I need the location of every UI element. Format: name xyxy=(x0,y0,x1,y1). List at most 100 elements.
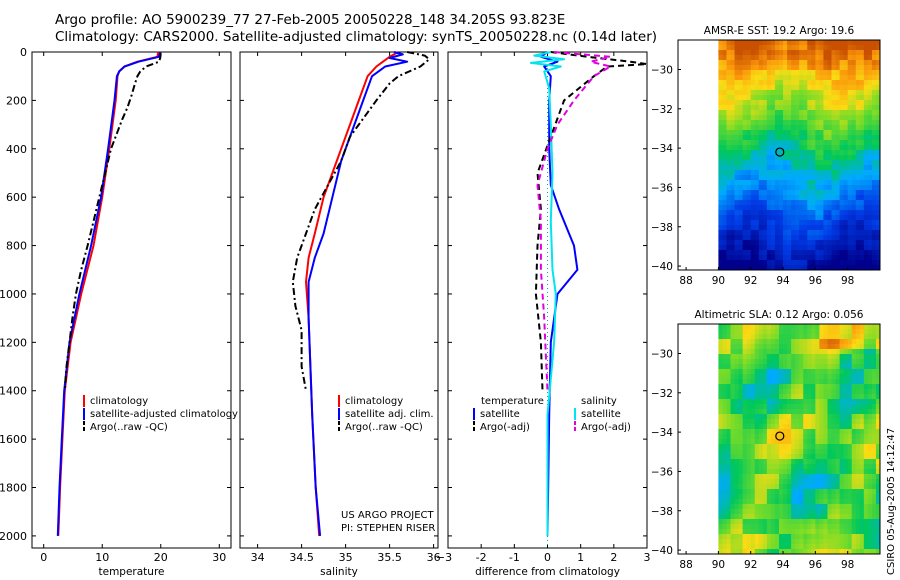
field-cell xyxy=(746,250,752,256)
field-cell xyxy=(742,534,748,540)
field-cell xyxy=(722,150,727,156)
field-cell xyxy=(742,334,748,340)
field-cell xyxy=(791,125,796,131)
field-cell xyxy=(791,140,796,146)
field-cell xyxy=(843,105,849,111)
field-cell xyxy=(795,364,800,370)
field-cell xyxy=(779,439,784,445)
field-cell xyxy=(807,389,812,395)
field-cell xyxy=(718,180,723,186)
field-cell xyxy=(783,70,788,76)
field-cell xyxy=(807,459,812,465)
field-cell xyxy=(754,359,760,365)
field-cell xyxy=(823,514,828,520)
field-cell xyxy=(762,150,768,156)
field-cell xyxy=(718,419,723,425)
field-cell xyxy=(746,354,752,360)
field-cell xyxy=(863,170,869,176)
field-cell xyxy=(718,504,723,510)
field-cell xyxy=(774,80,780,86)
field-cell xyxy=(766,170,772,176)
field-cell xyxy=(795,220,800,226)
field-cell xyxy=(819,529,824,535)
field-cell xyxy=(827,504,832,510)
field-cell xyxy=(738,85,744,91)
field-cell xyxy=(762,509,768,515)
field-cell xyxy=(783,155,788,161)
field-cell xyxy=(738,65,744,71)
field-cell xyxy=(758,195,764,201)
field-cell xyxy=(835,185,840,191)
field-cell xyxy=(762,130,768,136)
field-cell xyxy=(762,549,768,555)
field-cell xyxy=(726,529,731,535)
field-cell xyxy=(811,265,816,271)
field-cell xyxy=(734,439,739,445)
field-cell xyxy=(799,245,804,251)
sal-legend-entry: satellite adj. clim. xyxy=(345,409,434,420)
field-cell xyxy=(855,165,861,171)
field-cell xyxy=(823,364,828,370)
field-cell xyxy=(847,514,853,520)
field-cell xyxy=(722,479,727,485)
field-cell xyxy=(827,250,832,256)
field-cell xyxy=(843,40,849,46)
field-cell xyxy=(843,215,849,221)
field-cell xyxy=(867,344,873,350)
field-cell xyxy=(758,529,764,535)
field-cell xyxy=(722,504,727,510)
field-cell xyxy=(843,110,849,116)
field-cell xyxy=(823,334,828,340)
field-cell xyxy=(787,195,792,201)
field-cell xyxy=(750,524,756,530)
field-cell xyxy=(742,404,748,410)
field-cell xyxy=(762,399,768,405)
field-cell xyxy=(847,394,853,400)
field-cell xyxy=(742,160,748,166)
field-cell xyxy=(835,549,840,555)
field-cell xyxy=(746,464,752,470)
field-cell xyxy=(734,150,739,156)
field-cell xyxy=(851,130,857,136)
field-cell xyxy=(722,180,727,186)
field-cell xyxy=(871,265,877,271)
field-cell xyxy=(795,45,800,51)
field-cell xyxy=(762,464,768,470)
field-cell xyxy=(835,379,840,385)
field-cell xyxy=(762,140,768,146)
field-cell xyxy=(722,514,727,520)
sla-map-ytick-label: −32 xyxy=(651,388,673,400)
field-cell xyxy=(819,75,824,81)
field-cell xyxy=(738,379,744,385)
field-cell xyxy=(762,65,768,71)
field-cell xyxy=(847,324,853,330)
field-cell xyxy=(770,434,776,440)
field-cell xyxy=(839,414,845,420)
field-cell xyxy=(742,444,748,450)
field-cell xyxy=(875,359,881,365)
field-cell xyxy=(762,125,768,131)
field-cell xyxy=(847,175,853,181)
field-cell xyxy=(770,469,776,475)
field-cell xyxy=(718,484,723,490)
field-cell xyxy=(766,384,772,390)
field-cell xyxy=(803,364,808,370)
field-cell xyxy=(815,364,820,370)
field-cell xyxy=(847,404,853,410)
field-cell xyxy=(839,70,845,76)
field-cell xyxy=(722,60,727,66)
field-cell xyxy=(791,95,796,101)
field-cell xyxy=(839,549,845,555)
field-cell xyxy=(835,155,840,161)
field-cell xyxy=(718,135,723,141)
field-cell xyxy=(807,514,812,520)
field-cell xyxy=(839,384,845,390)
field-cell xyxy=(746,429,752,435)
field-cell xyxy=(779,70,784,76)
field-cell xyxy=(847,85,853,91)
field-cell xyxy=(827,125,832,131)
field-cell xyxy=(787,519,792,525)
field-cell xyxy=(799,165,804,171)
field-cell xyxy=(839,190,845,196)
field-cell xyxy=(774,205,780,211)
